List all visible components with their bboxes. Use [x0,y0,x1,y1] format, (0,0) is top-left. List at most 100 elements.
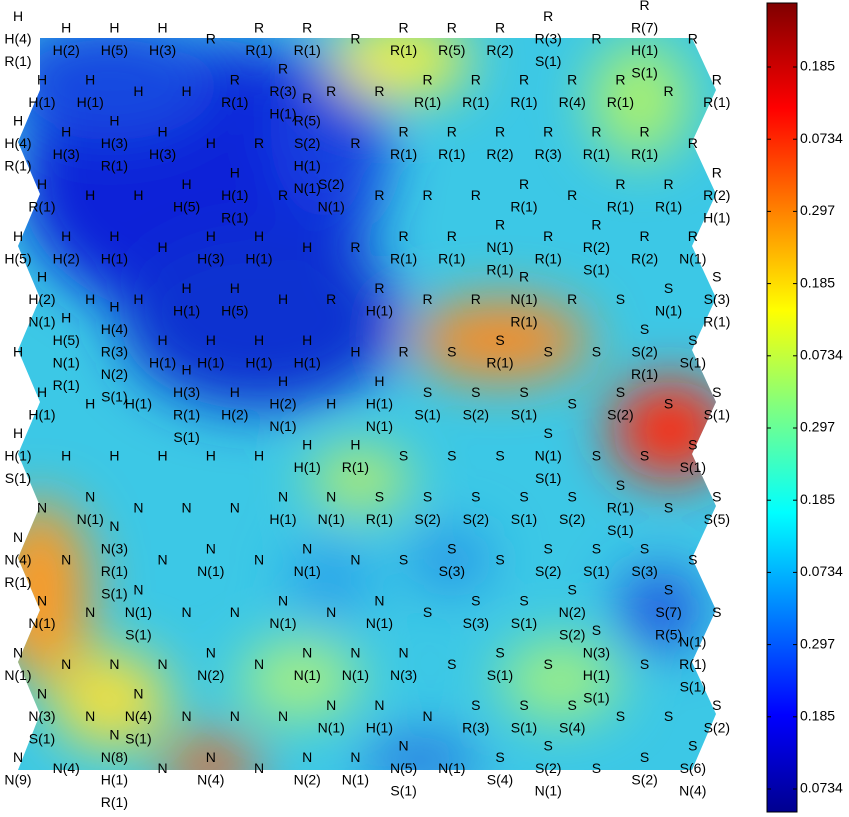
node-label: N [206,540,216,556]
node-label: N(1) [342,771,369,787]
node-label: N(4) [197,771,224,787]
node-label: S(2) [414,511,440,527]
node-label: R(3) [462,719,489,735]
node-label: R [519,72,529,88]
node-label: S [495,645,504,661]
node-label: R [423,72,433,88]
colorbar-tick-label: 0.0734 [800,563,843,579]
node-label: H [85,72,95,88]
node-label: R [495,19,505,35]
node-label: H [133,187,143,203]
node-label: N [399,738,409,754]
node-label: R [302,19,312,35]
colorbar [766,2,798,813]
node-label: S [375,488,384,504]
node-label: H(1) [631,42,658,58]
node-label: R(1) [655,198,682,214]
node-label: R [640,228,650,244]
node-label: N(4) [53,760,80,776]
node-label: N [326,697,336,713]
node-label: R [206,31,216,47]
node-label: R [374,83,384,99]
node-label: N [133,500,143,516]
node-label: H(1) [366,395,393,411]
node-label: R(1) [607,198,634,214]
node-label: S [712,269,721,285]
node-label: S(1) [125,731,151,747]
node-label: H [13,112,23,128]
node-label: S [712,488,721,504]
node-label: N [278,593,288,609]
node-label: R [591,124,601,140]
node-label: H(2) [53,42,80,58]
node-label: S [688,332,697,348]
node-label: H [374,373,384,389]
node-label: N [133,686,143,702]
node-label: N(4) [4,552,31,568]
node-label: S(1) [511,511,537,527]
node-label: S(1) [583,690,609,706]
node-label: H [230,165,240,181]
node-label: S [688,738,697,754]
node-label: R(7) [631,19,658,35]
node-label: S(1) [680,355,706,371]
node-label: H [61,310,71,326]
node-label: N(1) [438,760,465,776]
node-label: R(1) [4,574,31,590]
node-label: S(2) [559,626,585,642]
node-label: S(2) [535,760,561,776]
node-label: R(5) [438,42,465,58]
node-label: N(1) [28,615,55,631]
node-label: N [302,749,312,765]
node-label: H(1) [77,94,104,110]
node-label: H [37,72,47,88]
node-label: H(1) [366,302,393,318]
node-label: H(3) [173,384,200,400]
node-label: S(3) [439,563,465,579]
node-label: N(1) [294,667,321,683]
node-label: N [182,708,192,724]
node-label: N [182,604,192,620]
node-label: R(5) [294,112,321,128]
node-label: S(2) [631,771,657,787]
node-label: S [495,749,504,765]
node-label: S [592,760,601,776]
node-label: N(1) [679,250,706,266]
node-label: H(5) [4,250,31,266]
node-label: S [471,593,480,609]
node-label: S [399,448,408,464]
colorbar-tick-label: 0.185 [800,708,835,724]
node-label: N(1) [510,291,537,307]
node-label: S [568,697,577,713]
node-label: H [302,332,312,348]
node-label: S [495,448,504,464]
node-label: N(4) [125,708,152,724]
node-label: N [374,697,384,713]
node-label: N(1) [318,719,345,735]
node-label: N(1) [535,783,562,799]
node-label: S [544,343,553,359]
node-label: H [206,135,216,151]
node-label: R [302,90,312,106]
node-label: H [182,362,192,378]
node-label: R(1) [535,250,562,266]
node-label: N [230,708,240,724]
node-label: R [399,19,409,35]
node-label: H [350,343,360,359]
node-label: S(3) [631,563,657,579]
node-label: R(1) [53,377,80,393]
node-label: H [133,291,143,307]
node-label: H [182,83,192,99]
node-label: H [109,298,119,314]
node-label: R [326,83,336,99]
node-label: H [158,332,168,348]
node-label: R(1) [221,210,248,226]
node-label: S [471,384,480,400]
node-label: S(5) [704,511,730,527]
node-label: R(4) [559,94,586,110]
node-label: H(3) [149,146,176,162]
node-label: H [206,332,216,348]
node-label: R [423,291,433,307]
node-label: H [302,436,312,452]
